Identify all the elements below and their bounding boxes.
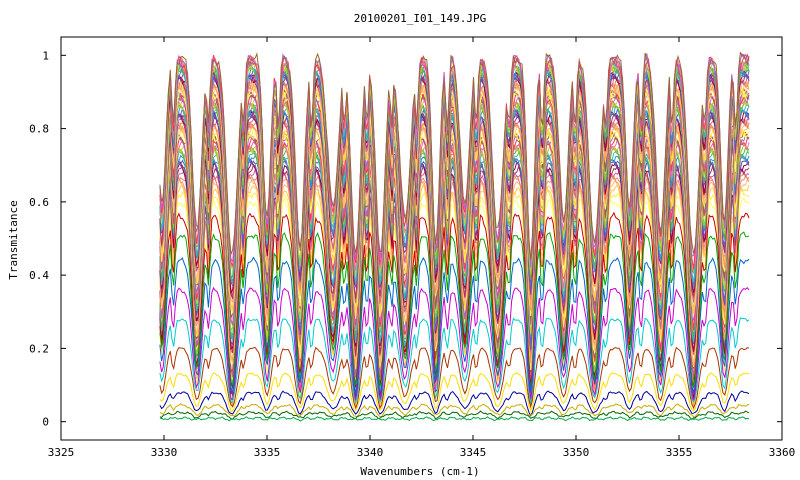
series-line [159, 317, 750, 405]
plot-frame [60, 36, 783, 441]
y-tick-label: 0.4 [29, 269, 49, 282]
y-axis-label: Transmitance [7, 200, 20, 279]
series-line [159, 416, 750, 422]
series-line [159, 372, 750, 413]
series-line [159, 403, 750, 418]
y-tick-label: 0.8 [29, 123, 49, 136]
x-tick-label: 3355 [666, 446, 693, 459]
chart-title: 20100201_I01_149.JPG [354, 12, 486, 25]
y-axis: 0 0.2 0.4 0.6 0.8 1 [29, 49, 782, 429]
x-tick-label: 3340 [357, 446, 384, 459]
y-tick-label: 0 [42, 416, 49, 429]
series-line [159, 256, 750, 395]
series-layer [159, 51, 750, 422]
x-tick-label: 3345 [460, 446, 487, 459]
y-tick-label: 0.2 [29, 342, 49, 355]
y-tick-label: 1 [42, 49, 49, 62]
x-axis-label: Wavenumbers (cm-1) [360, 465, 479, 478]
x-tick-label: 3360 [769, 446, 796, 459]
series-line [159, 390, 750, 417]
x-axis: 3325 3330 3335 3340 3345 3350 3355 3360 [48, 37, 796, 459]
x-tick-label: 3325 [48, 446, 75, 459]
series-line [159, 286, 750, 402]
series-line [159, 211, 750, 388]
series-line [159, 51, 750, 260]
x-tick-label: 3330 [151, 446, 178, 459]
x-tick-label: 3335 [254, 446, 281, 459]
x-tick-label: 3350 [563, 446, 590, 459]
series-line [159, 231, 750, 390]
series-line [159, 410, 750, 420]
y-tick-label: 0.6 [29, 196, 49, 209]
series-line [159, 346, 750, 410]
